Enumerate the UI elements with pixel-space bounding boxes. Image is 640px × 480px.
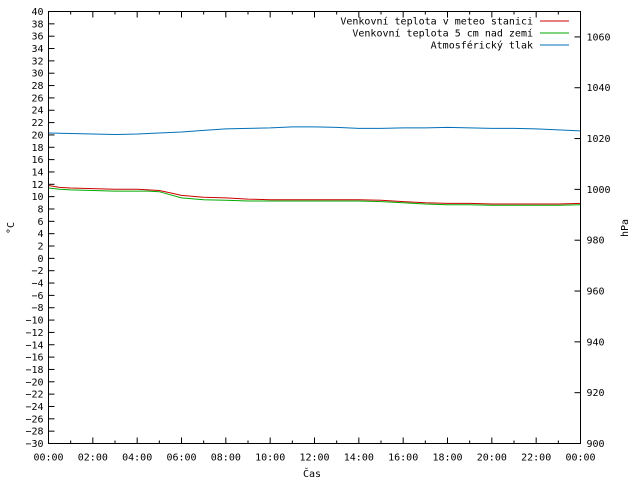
y-tick-label: −6 [31, 291, 43, 302]
y-tick-label: −26 [25, 414, 43, 425]
y-tick-label: 22 [31, 118, 43, 129]
y-tick-label: 18 [31, 143, 43, 154]
y-tick-label: 0 [37, 254, 43, 265]
y-tick-label: 40 [31, 7, 43, 18]
x-tick-label: 14:00 [344, 453, 374, 464]
y-tick-label: 30 [31, 69, 43, 80]
y-tick-label: −12 [25, 328, 43, 339]
y-tick-label: −20 [25, 377, 43, 388]
series-line-1 [48, 185, 581, 205]
y-tick-label: −22 [25, 390, 43, 401]
x-tick-label: 06:00 [166, 453, 196, 464]
legend-label: Venkovní teplota 5 cm nad zemí [352, 28, 533, 40]
x-tick-label: 02:00 [78, 453, 108, 464]
x-tick-label: 16:00 [388, 453, 418, 464]
y-tick-label: 24 [31, 106, 43, 117]
y2-axis-title: hPa [620, 219, 631, 237]
plot-frame [48, 11, 581, 444]
y-tick-label: 28 [31, 81, 43, 92]
legend: Venkovní teplota v meteo staniciVenkovní… [340, 16, 569, 52]
y-tick-label: −2 [31, 266, 43, 277]
y-tick-label: 36 [31, 32, 43, 43]
y-tick-label: 8 [37, 204, 43, 215]
y-tick-label: 4 [37, 229, 43, 240]
y-tick-label: 10 [31, 192, 43, 203]
y-tick-label: −28 [25, 427, 43, 438]
series-lines [48, 126, 581, 206]
y-tick-label: −30 [25, 439, 43, 450]
x-tick-label: 18:00 [432, 453, 462, 464]
legend-label: Venkovní teplota v meteo stanici [340, 16, 533, 28]
x-tick-label: 10:00 [255, 453, 285, 464]
y2-tick-label: 980 [587, 236, 605, 247]
y2-tick-label: 1040 [587, 83, 611, 94]
y-tick-label: 32 [31, 56, 43, 67]
y-tick-label: −4 [31, 279, 43, 290]
x-axis-title: Čas [303, 467, 321, 480]
series-line-3 [48, 126, 581, 136]
y-axis-title: °C [6, 222, 17, 234]
y-tick-label: 6 [37, 217, 43, 228]
x-tick-label: 08:00 [211, 453, 241, 464]
y-tick-label: 34 [31, 44, 43, 55]
y-tick-label: −16 [25, 353, 43, 364]
series-line-2 [48, 187, 581, 206]
y-tick-label: 14 [31, 167, 43, 178]
y-tick-label: −8 [31, 303, 43, 314]
y2-tick-label: 1000 [587, 185, 611, 196]
legend-label: Atmosférický tlak [431, 40, 533, 52]
y2-tick-label: 940 [587, 337, 605, 348]
y-tick-label: 20 [31, 130, 43, 141]
y-tick-label: −24 [25, 402, 43, 413]
y2-tick-label: 1060 [587, 32, 611, 43]
y2-tick-label: 900 [587, 439, 605, 450]
y2-tick-label: 920 [587, 388, 605, 399]
y-tick-label: 38 [31, 19, 43, 30]
x-tick-label: 00:00 [565, 453, 595, 464]
x-tick-label: 22:00 [521, 453, 551, 464]
y2-tick-label: 1020 [587, 134, 611, 145]
y-tick-label: 2 [37, 242, 43, 253]
y-tick-label: 26 [31, 93, 43, 104]
x-tick-label: 12:00 [299, 453, 329, 464]
axis-ticks: 4038363432302826242220181614121086420−2−… [25, 7, 610, 464]
y-tick-label: −18 [25, 365, 43, 376]
x-tick-label: 04:00 [122, 453, 152, 464]
x-tick-label: 00:00 [33, 453, 63, 464]
y-tick-label: 16 [31, 155, 43, 166]
y-tick-label: −10 [25, 316, 43, 327]
y-tick-label: −14 [25, 340, 43, 351]
y-tick-label: 12 [31, 180, 43, 191]
y2-tick-label: 960 [587, 287, 605, 298]
x-tick-label: 20:00 [477, 453, 507, 464]
